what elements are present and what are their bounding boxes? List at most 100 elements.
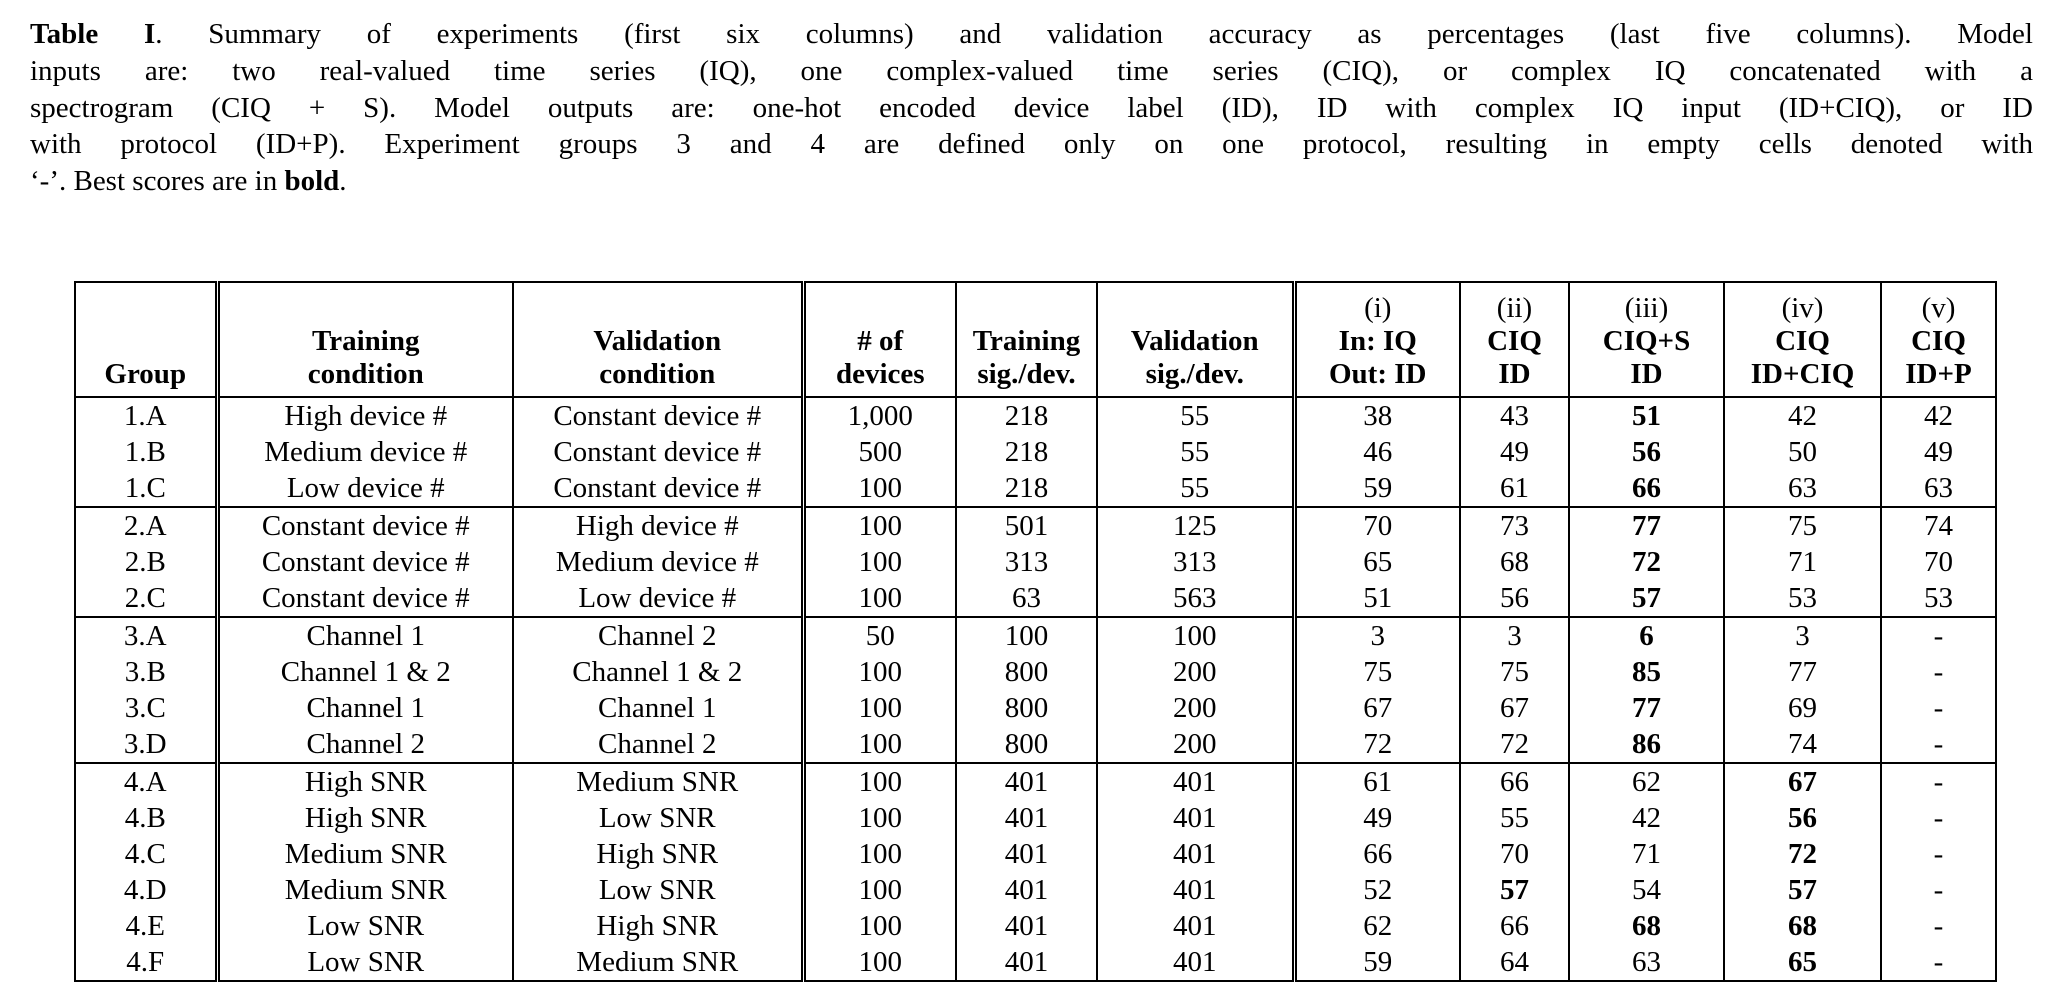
- cell-vsig: 200: [1096, 690, 1294, 726]
- cell-acc-i: 38: [1291, 397, 1460, 434]
- header-line: ID+CIQ: [1750, 358, 1855, 390]
- cell-acc-v: -: [1880, 908, 1996, 944]
- cell-tsig: 401: [955, 944, 1097, 981]
- cell-acc-iii: 85: [1568, 654, 1724, 690]
- cell-tsig: 218: [955, 434, 1097, 470]
- header-line: Training: [312, 325, 420, 357]
- header-line: sig./dev.: [977, 358, 1076, 390]
- cell-acc-i: 67: [1291, 690, 1460, 726]
- table-row-3.A: 3.A Channel 1 Channel 2 50 100 100 3 3 6 3-: [75, 616, 1996, 654]
- header-line: # of: [857, 325, 904, 357]
- cell-acc-ii: 43: [1459, 397, 1569, 434]
- caption-line: Table I. Summary of experiments (first s…: [30, 16, 2033, 53]
- cell-group: 2.C: [124, 582, 166, 614]
- cell-acc-iv: 71: [1723, 544, 1881, 580]
- cell-vsig: 401: [1096, 836, 1294, 872]
- header-line: Training: [972, 325, 1081, 357]
- cell-validation: Channel 2: [512, 616, 803, 654]
- cell-vsig: 563: [1096, 580, 1294, 617]
- cell-acc-iv: 50: [1723, 434, 1881, 470]
- cell-training: High device #: [214, 397, 513, 434]
- cell-devices: 100: [800, 506, 956, 544]
- cell-acc-iv: 65: [1723, 944, 1881, 981]
- cell-group: 4.C: [124, 838, 166, 870]
- cell-acc-ii: 72: [1459, 726, 1569, 763]
- cell-training: Channel 1 & 2: [214, 654, 513, 690]
- cell-devices: 100: [800, 470, 956, 507]
- header-iii: (iii) CIQ+S ID: [1568, 282, 1724, 398]
- cell-group: 4.E: [125, 910, 165, 942]
- caption-line: with protocol (ID+P). Experiment groups …: [30, 126, 2033, 163]
- cell-devices: 100: [800, 690, 956, 726]
- cell-devices: 100: [800, 872, 956, 908]
- header-v: (v) CIQ ID+P: [1880, 282, 1996, 398]
- cell-group: 4.A: [75, 762, 217, 800]
- cell-acc-iv: 72: [1723, 836, 1881, 872]
- cell-acc-v: -: [1880, 654, 1996, 690]
- header-training: Training condition: [214, 282, 513, 398]
- cell-acc-iv: 57: [1723, 872, 1881, 908]
- cell-acc-v: -: [1880, 800, 1996, 836]
- header-i: (i) In: IQ Out: ID: [1291, 282, 1460, 398]
- cell-group: 1.B: [124, 436, 166, 468]
- cell-vsig: 401: [1096, 872, 1294, 908]
- cell-vsig: 200: [1096, 654, 1294, 690]
- cell-training: Low SNR: [214, 944, 513, 981]
- cell-tsig: 218: [955, 470, 1097, 507]
- cell-devices: 500: [800, 434, 956, 470]
- cell-acc-v: 42: [1880, 397, 1996, 434]
- cell-validation: Medium device #: [512, 544, 803, 580]
- cell-tsig: 800: [955, 690, 1097, 726]
- header-line: condition: [307, 358, 424, 390]
- header-numeral: (iii): [1624, 292, 1669, 324]
- cell-tsig: 501: [955, 506, 1097, 544]
- table-row-4.A: 4.A High SNR Medium SNR 100 401 401 61 66 62 67-: [75, 762, 1996, 800]
- table-row-2.C: 2.C Constant device # Low device #100 63 563…: [75, 580, 1996, 617]
- cell-devices: 100: [800, 654, 956, 690]
- cell-acc-v: 49: [1880, 434, 1996, 470]
- cell-acc-v: -: [1880, 762, 1996, 800]
- cell-acc-i: 66: [1291, 836, 1460, 872]
- caption-bold-text: bold: [284, 165, 340, 198]
- cell-training: Medium SNR: [214, 872, 513, 908]
- cell-acc-iii: 71: [1568, 836, 1724, 872]
- cell-acc-iii: 54: [1568, 872, 1724, 908]
- cell-tsig: 218: [955, 397, 1097, 434]
- caption-text: with protocol (ID+P). Experiment groups …: [30, 128, 2033, 161]
- cell-acc-iii: 62: [1568, 762, 1724, 800]
- cell-validation: Medium SNR: [512, 944, 803, 981]
- cell-validation: Medium SNR: [512, 762, 803, 800]
- cell-training: Channel 2: [214, 726, 513, 763]
- caption-text: .: [339, 165, 347, 198]
- header-line: Validation: [593, 325, 722, 357]
- cell-group: 3.B: [124, 656, 166, 688]
- cell-devices: 100: [800, 800, 956, 836]
- cell-vsig: 55: [1096, 397, 1294, 434]
- cell-vsig: 200: [1096, 726, 1294, 763]
- cell-devices: 100: [800, 836, 956, 872]
- header-numeral: (i): [1364, 292, 1392, 324]
- caption-text: inputs are: two real-valued time series …: [30, 54, 2033, 87]
- cell-acc-iii: 86: [1568, 726, 1724, 763]
- cell-acc-iii: 66: [1568, 470, 1724, 507]
- cell-validation: High SNR: [512, 836, 803, 872]
- cell-vsig: 55: [1096, 434, 1294, 470]
- cell-tsig: 313: [955, 544, 1097, 580]
- cell-devices: 100: [800, 580, 956, 617]
- cell-tsig: 800: [955, 726, 1097, 763]
- cell-vsig: 55: [1096, 470, 1294, 507]
- table-row-3.B: 3.B Channel 1 & 2 Channel 1 & 2 100 800 200 75…: [75, 654, 1996, 690]
- cell-training: Low SNR: [214, 908, 513, 944]
- cell-acc-ii: 49: [1459, 434, 1569, 470]
- cell-tsig: 100: [955, 616, 1097, 654]
- cell-validation: Channel 2: [512, 726, 803, 763]
- cell-acc-i: 51: [1291, 580, 1460, 617]
- cell-training: Constant device #: [214, 544, 513, 580]
- cell-devices: 100: [800, 944, 956, 981]
- cell-acc-iv: 53: [1723, 580, 1881, 617]
- cell-acc-ii: 56: [1459, 580, 1569, 617]
- cell-acc-iv: 77: [1723, 654, 1881, 690]
- cell-group: 4.D: [123, 874, 167, 906]
- cell-training: Channel 1: [214, 616, 513, 654]
- cell-acc-ii: 67: [1459, 690, 1569, 726]
